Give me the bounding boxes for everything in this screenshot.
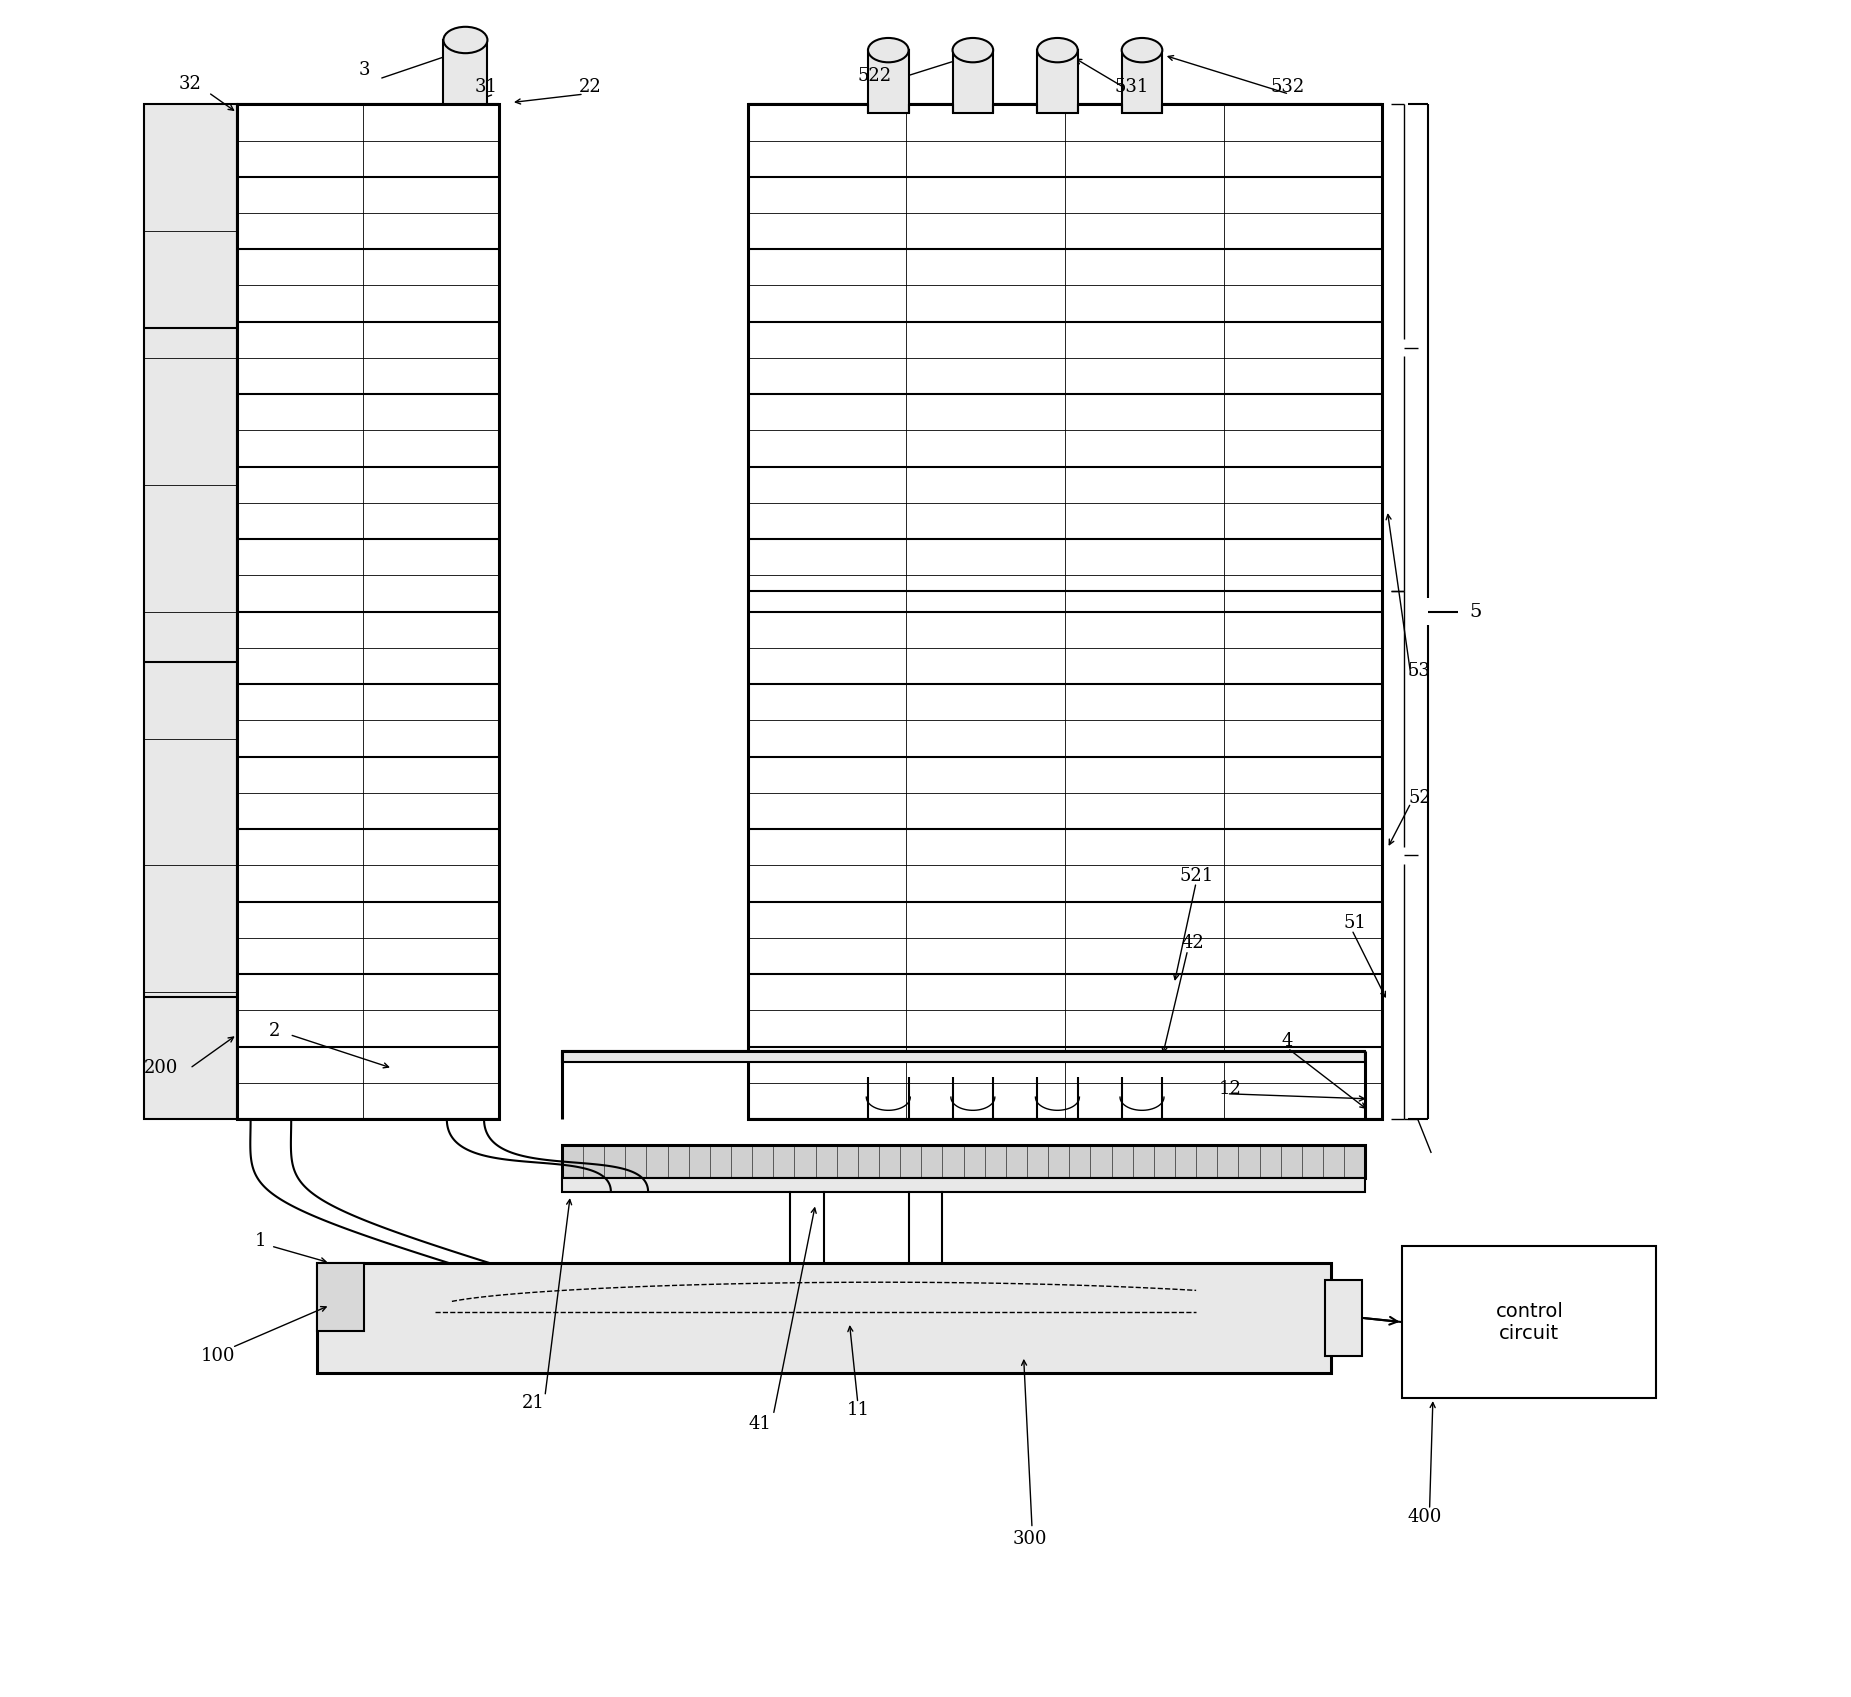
Text: 400: 400	[1407, 1507, 1442, 1526]
Ellipse shape	[868, 37, 909, 63]
Text: 42: 42	[1181, 935, 1205, 952]
Text: 22: 22	[579, 78, 602, 97]
Text: 3: 3	[359, 61, 370, 80]
Bar	[144, 104, 237, 1118]
Text: 100: 100	[202, 1347, 235, 1364]
Text: 200: 200	[144, 1059, 178, 1078]
Bar	[317, 1263, 365, 1330]
Bar	[748, 104, 1383, 1118]
Text: 522: 522	[857, 66, 892, 85]
Text: 12: 12	[1218, 1079, 1242, 1098]
Bar	[563, 1178, 1366, 1191]
Ellipse shape	[444, 27, 487, 53]
Text: 51: 51	[1344, 915, 1366, 932]
Bar	[317, 1263, 1331, 1373]
Bar	[444, 41, 487, 104]
Text: 531: 531	[1114, 78, 1149, 97]
Bar	[563, 1144, 1366, 1178]
Ellipse shape	[953, 37, 994, 63]
Text: 32: 32	[178, 75, 202, 93]
Bar	[237, 104, 500, 1118]
Text: 4: 4	[1281, 1032, 1294, 1050]
Ellipse shape	[1122, 37, 1162, 63]
Bar	[1325, 1280, 1362, 1356]
Text: 53: 53	[1409, 662, 1431, 680]
Text: 52: 52	[1409, 789, 1431, 806]
Text: 1: 1	[255, 1232, 267, 1251]
Bar	[1037, 51, 1077, 112]
Ellipse shape	[1037, 37, 1077, 63]
Text: 532: 532	[1270, 78, 1305, 97]
Bar	[1122, 51, 1162, 112]
Text: 300: 300	[1012, 1529, 1048, 1548]
Text: 5: 5	[1470, 602, 1481, 621]
Text: 2: 2	[268, 1022, 280, 1040]
Bar	[1403, 1246, 1657, 1398]
Text: 31: 31	[474, 78, 498, 97]
Text: 11: 11	[846, 1402, 870, 1419]
Text: 21: 21	[522, 1395, 544, 1412]
Text: 521: 521	[1179, 867, 1212, 884]
Bar	[563, 1052, 1366, 1062]
Text: control
circuit: control circuit	[1496, 1302, 1564, 1342]
Bar	[953, 51, 994, 112]
Text: 41: 41	[748, 1415, 772, 1432]
Bar	[868, 51, 909, 112]
